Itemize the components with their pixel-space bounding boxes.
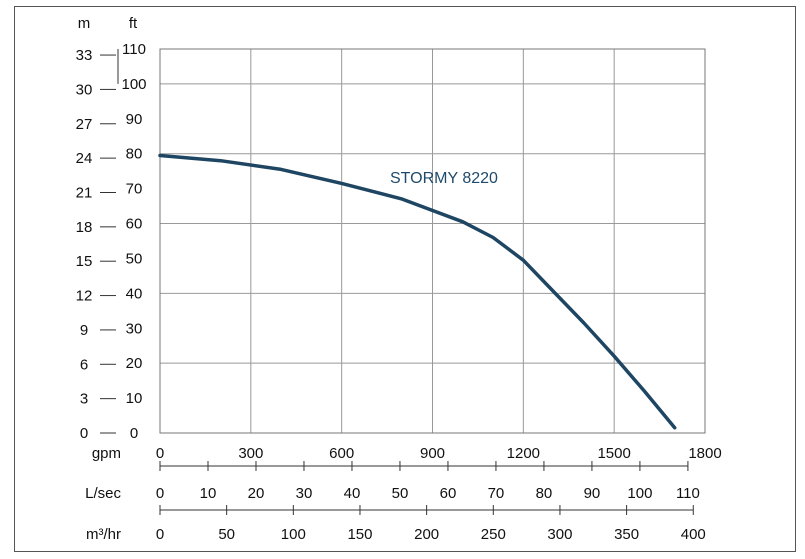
x-tick-label: 80 bbox=[536, 485, 553, 502]
x-tick-label: 300 bbox=[238, 445, 263, 462]
x-unit-label: gpm bbox=[92, 445, 121, 462]
y-tick-ft: 100 bbox=[121, 76, 146, 93]
y-tick-m: 18 bbox=[76, 219, 93, 236]
y-tick-ft: 80 bbox=[126, 146, 143, 163]
y-tick-ft: 70 bbox=[126, 181, 143, 198]
y-tick-ft: 110 bbox=[122, 41, 146, 58]
x-tick-label: 350 bbox=[614, 526, 639, 543]
y-tick-m: 24 bbox=[76, 150, 93, 167]
y-tick-ft: 50 bbox=[126, 250, 143, 267]
x-tick-label: 400 bbox=[681, 526, 706, 543]
y-tick-m: 30 bbox=[76, 81, 93, 98]
y-tick-ft: 0 bbox=[130, 425, 138, 442]
y-tick-ft: 10 bbox=[126, 390, 143, 407]
y-tick-m: 21 bbox=[76, 184, 93, 201]
y-tick-ft: 90 bbox=[126, 111, 143, 128]
x-unit-label: L/sec bbox=[85, 485, 121, 502]
series-line bbox=[158, 153, 677, 430]
x-tick-label: 0 bbox=[156, 485, 164, 502]
y-axes: m ft 0 10 20 30 40 50 60 70 80 90 100 110 0 3 6 9 12 15 18 21… bbox=[76, 15, 147, 442]
x-tick-label: 150 bbox=[347, 526, 372, 543]
y-tick-m: 0 bbox=[80, 425, 88, 442]
y-tick-m: 15 bbox=[76, 253, 93, 270]
x-tick-label: 60 bbox=[440, 485, 457, 502]
y-tick-m: 6 bbox=[80, 356, 88, 373]
y-tick-ft: 20 bbox=[126, 355, 143, 372]
y-tick-ft: 30 bbox=[126, 320, 143, 337]
x-tick-label: 1500 bbox=[597, 445, 630, 462]
chart-frame bbox=[14, 6, 796, 552]
x-tick-label: 50 bbox=[218, 526, 235, 543]
x-tick-label: 250 bbox=[481, 526, 506, 543]
series-name-label: STORMY 8220 bbox=[390, 170, 498, 187]
y-tick-m: 12 bbox=[76, 288, 93, 305]
grid bbox=[160, 49, 705, 433]
x-tick-label: 30 bbox=[296, 485, 313, 502]
x-tick-label: 200 bbox=[414, 526, 439, 543]
x-tick-label: 20 bbox=[248, 485, 265, 502]
y-tick-m: 3 bbox=[80, 391, 88, 408]
x-tick-label: 1200 bbox=[507, 445, 540, 462]
x-tick-label: 10 bbox=[200, 485, 217, 502]
x-tick-label: 70 bbox=[488, 485, 505, 502]
plot-area bbox=[159, 48, 706, 434]
y-tick-ft: 60 bbox=[126, 216, 143, 233]
x-tick-label: 0 bbox=[156, 445, 164, 462]
series: STORMY 8220 bbox=[158, 153, 677, 430]
y-tick-m: 9 bbox=[80, 322, 88, 339]
x-tick-label: 50 bbox=[392, 485, 409, 502]
x-tick-label: 1800 bbox=[688, 445, 721, 462]
x-tick-label: 0 bbox=[156, 526, 164, 543]
x-tick-label: 100 bbox=[281, 526, 306, 543]
y-tick-m: 27 bbox=[76, 116, 93, 133]
x-tick-label: 110 bbox=[676, 485, 700, 502]
x-tick-label: 300 bbox=[547, 526, 572, 543]
y-tick-m: 33 bbox=[76, 47, 93, 64]
y-tick-ft: 40 bbox=[126, 285, 143, 302]
y-unit-m-label: m bbox=[78, 15, 91, 32]
x-tick-label: 900 bbox=[420, 445, 445, 462]
x-tick-label: 40 bbox=[344, 485, 361, 502]
x-unit-label: m³/hr bbox=[86, 526, 121, 543]
x-tick-label: 90 bbox=[584, 485, 601, 502]
x-tick-label: 600 bbox=[329, 445, 354, 462]
x-tick-label: 100 bbox=[627, 485, 652, 502]
y-unit-ft-label: ft bbox=[129, 15, 138, 32]
